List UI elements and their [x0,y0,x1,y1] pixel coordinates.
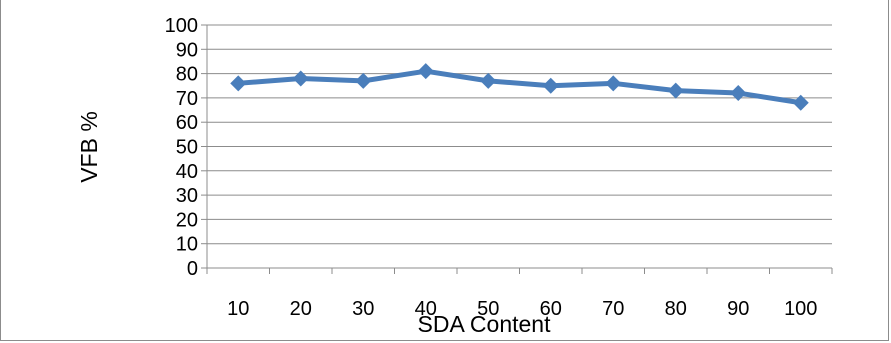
x-tick-label: 50 [477,298,499,320]
y-tick-label: 90 [176,39,198,61]
y-tick-label: 10 [176,234,198,256]
data-point-20 [292,70,309,87]
x-tick-labels: 10 20 30 40 50 60 70 80 90 100 [227,298,817,320]
x-tick-label: 60 [540,298,562,320]
x-tick-label: 90 [727,298,749,320]
gridlines [207,24,832,245]
y-tick-label: 100 [165,15,198,37]
series-line [235,68,804,106]
data-point-50 [480,72,497,89]
x-tick-label: 80 [665,298,687,320]
y-tick-label: 20 [176,209,198,231]
y-tick-label: 30 [176,185,198,207]
y-tick-label: 70 [176,88,198,110]
x-tick-label: 100 [784,298,817,320]
y-tick-label: 40 [176,161,198,183]
data-point-70 [605,75,622,92]
x-tick-label: 10 [227,298,249,320]
data-point-10 [230,75,247,92]
x-tick-label: 70 [602,298,624,320]
x-tick-label: 20 [290,298,312,320]
y-tick-label: 50 [176,137,198,159]
y-tick-label: 60 [176,112,198,134]
data-point-90 [730,85,747,102]
data-point-30 [355,72,372,89]
y-tick-label: 0 [187,258,198,280]
x-tick-label: 30 [352,298,374,320]
axes [201,24,833,274]
data-point-80 [667,82,684,99]
y-tick-label: 80 [176,64,198,86]
y-axis-title: VFB % [76,111,102,183]
x-axis-title: SDA Content [418,311,552,337]
x-tick-label: 40 [415,298,437,320]
data-point-60 [542,77,559,94]
data-point-100 [792,94,809,111]
series-group [230,63,809,111]
data-point-40 [417,63,434,80]
